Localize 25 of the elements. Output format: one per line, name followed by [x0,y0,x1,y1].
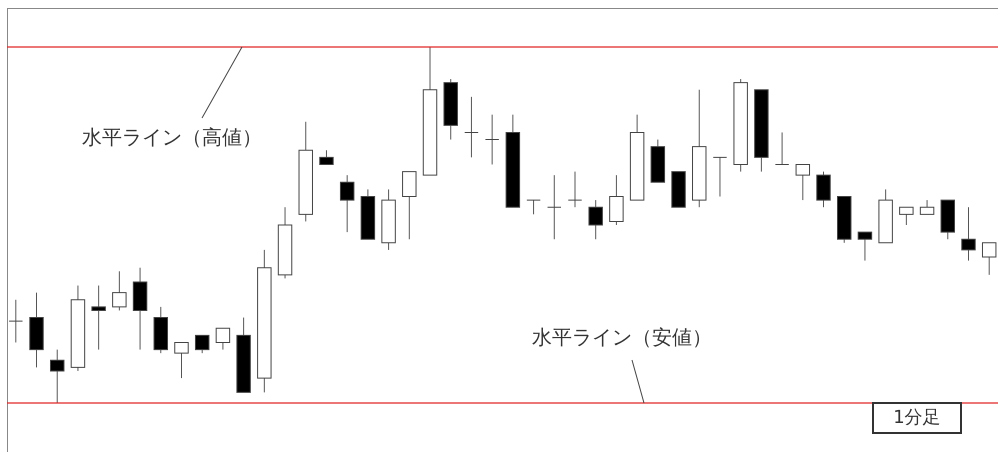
candlestick [8,299,24,343]
candlestick [568,171,582,208]
text: 1分足 [872,402,962,434]
candlestick [50,349,64,404]
candlestick [194,334,210,354]
candlestick [588,200,603,240]
candlestick [464,96,479,158]
candlestick [91,285,106,350]
candlestick [484,114,500,165]
ref-line-label: 水平ライン（安値） [532,325,712,349]
candlestick [526,200,541,215]
candlestick [899,206,914,226]
candlestick [112,270,127,311]
candlestick [319,150,334,165]
candlestick [174,342,189,379]
candlestick [774,132,790,165]
candlestick [920,200,934,215]
candlestick [961,206,976,262]
ref-line-label: 水平ライン（高値） [82,125,262,149]
candlestick [858,232,872,262]
candlestick [216,328,230,350]
candlestick [796,164,810,201]
candlestick [547,174,562,240]
candlestick [712,156,728,198]
candlestick [340,174,354,233]
